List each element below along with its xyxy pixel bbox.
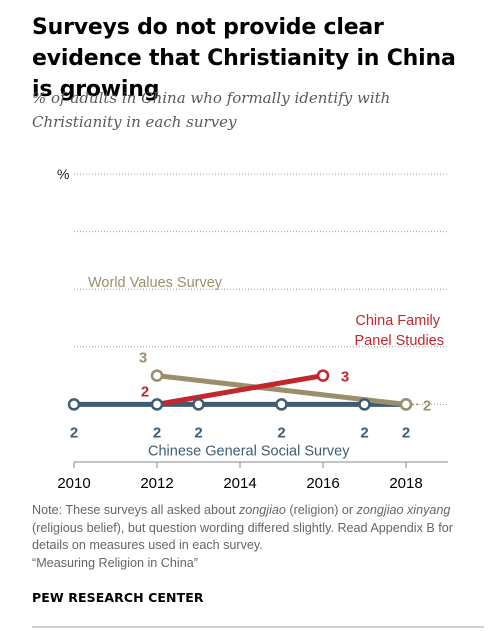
x-tick-label-2016: 2016 [306,475,339,490]
x-tick-label-2010: 2010 [57,475,90,490]
x-tick-label-2012: 2012 [140,475,173,490]
series-label-line: Panel Studies [355,333,444,349]
chart-note: Note: These surveys all asked about zong… [32,502,482,572]
data-label: 2 [153,424,161,441]
note-term-zongjiao-xinyang: zongjiao xinyang [356,503,451,517]
series-line-china-family-panel-studies [154,373,326,407]
data-label: 2 [194,424,202,441]
series-label-chinese-general-social-survey: Chinese General Social Survey [148,443,350,459]
note-term-zongjiao: zongjiao [238,503,286,517]
data-point [150,369,164,382]
series-lines [71,373,409,407]
series-label-world-values-survey: World Values Survey [88,275,223,291]
data-point [67,398,81,411]
series-points [67,369,413,411]
x-tick-label-2014: 2014 [223,475,256,490]
data-point [358,398,371,411]
data-label: 2 [141,383,149,400]
data-point [150,398,164,411]
data-label: 2 [423,397,431,414]
data-point [316,369,330,382]
brand-label: PEW RESEARCH CENTER [32,590,204,605]
data-label: 2 [277,424,285,441]
data-label: 2 [402,424,410,441]
data-label: 3 [341,369,349,386]
series-label-line: China Family [355,313,440,329]
data-point [275,398,288,411]
y-unit-label: % [57,166,69,182]
chart-subtitle: % of adults in China who formally identi… [32,89,391,131]
note-text: Note: These surveys all asked about [32,503,239,517]
data-point [399,398,413,411]
source-line: “Measuring Religion in China” [32,555,198,570]
x-tick-label-2018: 2018 [389,475,422,490]
data-label: 2 [70,424,78,441]
data-label: 2 [360,424,368,441]
note-text: (religion) or [285,503,357,517]
data-label: 3 [139,350,147,367]
chart-title: Surveys do not provide clear evidence th… [32,15,456,102]
series-label-china-family-panel-studies: China Family Panel Studies [355,313,444,349]
bottom-divider [32,626,484,628]
data-point [192,398,205,411]
note-text: (religious belief), but question wording… [32,520,453,553]
